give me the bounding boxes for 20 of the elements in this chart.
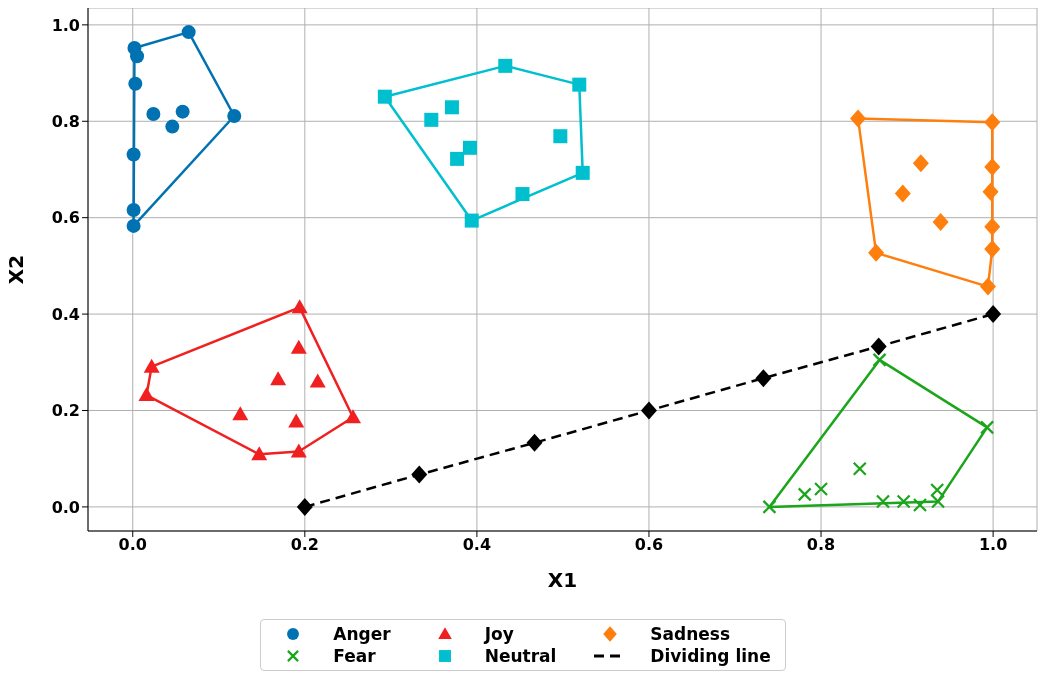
legend-label: Anger [333, 624, 391, 644]
x-tick-label: 0.6 [634, 535, 664, 555]
y-tick-label: 0.0 [51, 497, 80, 517]
x-tick-label: 0.8 [806, 535, 836, 555]
legend-label: Fear [333, 646, 376, 666]
x-tick-label: 0.2 [290, 535, 319, 555]
legend-label: Joy [484, 624, 514, 644]
x-tick-label: 1.0 [978, 535, 1008, 555]
y-tick-label: 0.8 [51, 111, 80, 131]
legend-label: Dividing line [650, 646, 771, 666]
y-axis-title: X2 [4, 254, 29, 285]
legend-label: Neutral [484, 646, 557, 666]
x-tick-label: 0.4 [462, 535, 492, 555]
y-tick-label: 0.6 [51, 208, 80, 228]
x-tick-label: 0.0 [118, 535, 147, 555]
y-tick-label: 0.4 [51, 304, 80, 324]
legend-label: Sadness [650, 624, 731, 644]
x-axis-title: X1 [547, 568, 578, 592]
y-tick-label: 0.2 [51, 401, 80, 421]
y-tick-label: 1.0 [51, 15, 80, 35]
